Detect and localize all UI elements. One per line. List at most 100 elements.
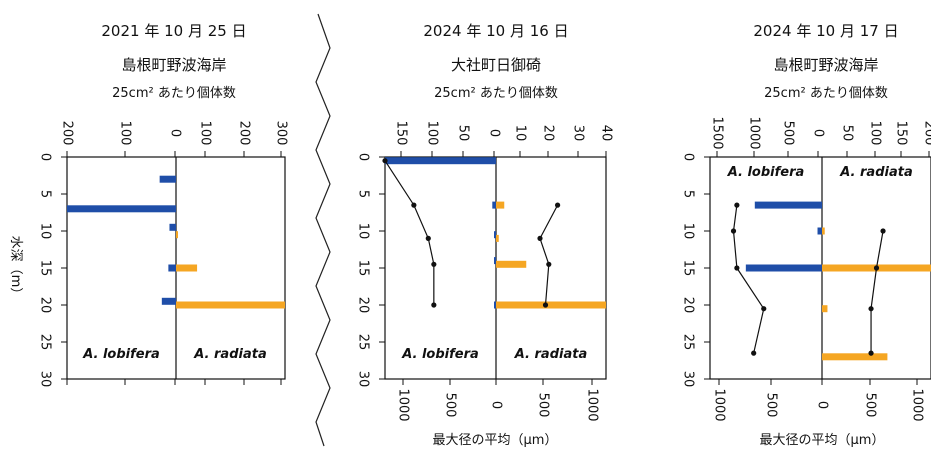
panel1-date: 2021 年 10 月 25 日 <box>101 22 246 40</box>
panel3-count-tick-label: 150 <box>894 121 909 146</box>
panel1-depth-tick-label: 15 <box>38 260 53 277</box>
panel1-unit: 25cm² あたり個体数 <box>112 86 236 101</box>
panel1-bar-lobifera <box>168 265 176 272</box>
panel3-size-point <box>868 351 873 356</box>
panel2-size-line-radiata <box>540 205 558 305</box>
panel3-depth-tick-label: 10 <box>681 223 696 240</box>
panel2-count-tick-label: 10 <box>513 125 528 142</box>
panel3-bar-radiata <box>822 305 827 312</box>
panel2-size-point <box>431 262 436 267</box>
break-line <box>316 14 330 446</box>
panel3-size-point <box>868 306 873 311</box>
panel2-bottom-label: 最大径の平均（μm） <box>433 433 558 448</box>
panel1-depth-tick-label: 0 <box>38 153 53 161</box>
panel3-depth-tick-label: 25 <box>681 334 696 351</box>
panel1-location: 島根町野波海岸 <box>121 56 226 74</box>
panel2-date: 2024 年 10 月 16 日 <box>423 22 568 40</box>
panel1-count-tick-label: 200 <box>60 121 75 146</box>
panel1-count-tick-label: 100 <box>198 121 213 146</box>
panel3-label-radiata: A. radiata <box>839 165 912 180</box>
panel1-bar-lobifera <box>162 298 176 305</box>
panel1-bar-radiata <box>176 231 178 238</box>
panel3-size-point <box>731 228 736 233</box>
panel2-bar-lobifera <box>494 257 496 264</box>
panel2-label-radiata: A. radiata <box>514 347 587 362</box>
panel2-depth-tick-label: 25 <box>356 334 371 351</box>
panel1-depth-tick-label: 25 <box>38 334 53 351</box>
panel3-depth-tick-label: 15 <box>681 260 696 277</box>
panel1-bar-radiata <box>176 265 197 272</box>
panel2-depth-tick-label: 20 <box>356 297 371 314</box>
panel3-size-tick-label: 1000 <box>910 388 925 421</box>
panel2-size-point <box>411 203 416 208</box>
panel2-depth-tick-label: 5 <box>356 190 371 198</box>
panel3-depth-tick-label: 0 <box>681 153 696 161</box>
panel2-label-lobifera: A. lobifera <box>401 347 479 362</box>
panel3-count-tick-label: 1500 <box>710 116 725 149</box>
panel3-bottom-label: 最大径の平均（μm） <box>760 433 885 448</box>
panel3-label-lobifera: A. lobifera <box>727 165 805 180</box>
panel2-count-tick-label: 0 <box>487 129 502 137</box>
panel3-size-tick-label: 0 <box>815 401 830 409</box>
panel2-bar-radiata <box>496 261 526 268</box>
panel3-count-tick-label: 500 <box>781 121 796 146</box>
panel2-size-point <box>537 236 542 241</box>
panel3-count-tick-label: 0 <box>811 129 826 137</box>
panel2-size-line-lobifera <box>385 161 434 305</box>
panel1-count-tick-label: 300 <box>274 121 289 146</box>
panel3-size-tick-label: 500 <box>764 393 779 418</box>
panel1-depth-tick-label: 10 <box>38 223 53 240</box>
panel1-depth-tick-label: 20 <box>38 297 53 314</box>
panel3-location: 島根町野波海岸 <box>773 56 878 74</box>
panel1-label-lobifera: A. lobifera <box>82 347 160 362</box>
panel3-count-tick-label: 100 <box>868 121 883 146</box>
panel2-count-tick-label: 150 <box>394 121 409 146</box>
panel3-size-line-lobifera <box>734 205 764 353</box>
panel2-size-tick-label: 500 <box>443 393 458 418</box>
panel3-bar-lobifera <box>755 202 822 209</box>
panel3-size-point <box>734 265 739 270</box>
panel3-count-tick-label: 200 <box>922 121 931 146</box>
panel2-bar-radiata <box>496 202 504 209</box>
panel2-count-tick-label: 50 <box>456 125 471 142</box>
panel3-size-point <box>761 306 766 311</box>
panel3-bar-lobifera <box>746 265 822 272</box>
panel3-size-tick-label: 1000 <box>712 388 727 421</box>
panel3-size-point <box>880 228 885 233</box>
panel2-bar-lobifera <box>385 157 496 164</box>
panel2-bar-lobifera <box>494 231 496 238</box>
panel3-bar-radiata <box>822 228 825 235</box>
panel2-depth-tick-label: 15 <box>356 260 371 277</box>
panel2-depth-tick-label: 30 <box>356 371 371 388</box>
panel2-count-tick-label: 40 <box>599 125 614 142</box>
panel1-bar-radiata <box>176 302 285 309</box>
panel2-count-tick-label: 20 <box>541 125 556 142</box>
panel2-count-tick-label: 100 <box>425 121 440 146</box>
panel3-size-line-radiata <box>871 231 883 353</box>
panel2-unit: 25cm² あたり個体数 <box>434 86 558 101</box>
panel2-bar-radiata <box>496 235 499 242</box>
panel3-date: 2024 年 10 月 17 日 <box>753 22 898 40</box>
panel3-unit: 25cm² あたり個体数 <box>764 86 888 101</box>
panel2-size-point <box>426 236 431 241</box>
panel1-count-tick-label: 200 <box>237 121 252 146</box>
panel1-label-radiata: A. radiata <box>193 347 266 362</box>
panel2-size-tick-label: 1000 <box>396 388 411 421</box>
panel1-depth-tick-label: 30 <box>38 371 53 388</box>
panel1-bar-lobifera <box>169 224 176 231</box>
panel2-size-point <box>543 302 548 307</box>
panel3-size-point <box>874 265 879 270</box>
panel2-bar-lobifera <box>494 302 496 309</box>
panel2-size-point <box>382 158 387 163</box>
panel2-count-tick-label: 30 <box>571 125 586 142</box>
panel3-depth-tick-label: 30 <box>681 371 696 388</box>
panel3-depth-tick-label: 20 <box>681 297 696 314</box>
panel3-bar-radiata <box>822 353 887 360</box>
panel1-count-tick-label: 100 <box>118 121 133 146</box>
panel2-depth-tick-label: 10 <box>356 223 371 240</box>
panel1-bar-lobifera <box>67 205 176 212</box>
panel2-size-tick-label: 1000 <box>585 388 600 421</box>
panel2-depth-tick-label: 0 <box>356 153 371 161</box>
